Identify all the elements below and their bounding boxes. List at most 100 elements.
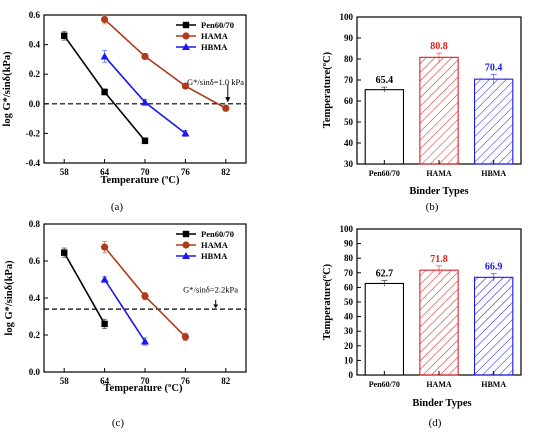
legend-label: HAMA xyxy=(201,240,229,250)
chart-a: -0.4 -0.2 0.0 0.2 0.4 0.6 58 64 70 76 82 Pen60/70HA… xyxy=(2,10,247,213)
data-point xyxy=(141,292,149,300)
y-tick-label: 0.2 xyxy=(29,69,41,79)
x-tick-label: 70 xyxy=(141,167,151,177)
y-tick-label: 100 xyxy=(340,224,354,234)
y-tick-label: 70 xyxy=(344,268,354,278)
bar-pen6070 xyxy=(364,89,405,165)
data-point xyxy=(61,32,68,39)
y-tick-label: 90 xyxy=(344,239,354,249)
x-tick-label: HBMA xyxy=(481,169,506,178)
y-axis-label: log G*/sinδ(kPa) xyxy=(2,51,13,127)
y-tick-label: -0.2 xyxy=(26,128,41,138)
series-line-hama xyxy=(104,18,227,109)
bar-value-label: 66.9 xyxy=(485,262,503,273)
chart-b: 30 40 50 60 70 80 90 100 Pen60/70 65.4 HAMA 80.8 HBM… xyxy=(322,12,522,213)
legend-label: Pen60/70 xyxy=(201,229,234,239)
y-tick-label: 50 xyxy=(344,297,354,307)
chart-d: 0 10 20 30 40 50 60 70 80 90 100 Pen60/70 62.7 HAMA 71… xyxy=(322,224,522,429)
data-point xyxy=(141,52,149,61)
threshold-annotation: G*/sinδ=1.0 kPa xyxy=(187,77,244,87)
bar-hama xyxy=(419,269,459,376)
bar-value-label: 70.4 xyxy=(485,63,503,74)
data-point xyxy=(101,88,108,96)
data-point xyxy=(222,104,230,112)
data-point xyxy=(61,249,68,256)
data-point xyxy=(141,98,149,106)
bar-hama xyxy=(419,56,459,165)
y-axis-label: Temperature(ºC) xyxy=(322,51,333,128)
panel-label: (b) xyxy=(426,201,439,213)
legend-label: HAMA xyxy=(201,31,229,41)
y-tick-label: 20 xyxy=(344,341,354,351)
y-tick-label: 30 xyxy=(344,326,354,336)
panel-label: (a) xyxy=(111,201,124,213)
data-point xyxy=(181,333,189,341)
data-point xyxy=(141,337,149,345)
y-tick-label: 90 xyxy=(344,33,354,43)
x-tick-label: HAMA xyxy=(426,380,452,389)
y-tick-label: 0.6 xyxy=(29,10,41,20)
y-tick-label: 0.0 xyxy=(29,99,41,109)
x-tick-label: 82 xyxy=(221,376,231,386)
data-point xyxy=(101,243,109,251)
x-axis-label: Binder Types xyxy=(412,398,471,409)
data-point xyxy=(141,137,149,144)
x-tick-label: 76 xyxy=(181,167,191,177)
bar-hbma xyxy=(473,276,514,376)
y-axis-label: log G*/sinδ(kPa) xyxy=(4,260,15,336)
legend-marker xyxy=(182,252,190,259)
x-tick-label: Pen60/70 xyxy=(369,380,400,389)
y-tick-label: 40 xyxy=(344,312,354,322)
panel-label: (d) xyxy=(429,417,442,429)
bar-hbma xyxy=(473,78,514,165)
y-tick-label: 0.6 xyxy=(29,256,41,266)
y-tick-label: 40 xyxy=(344,138,354,148)
y-tick-label: 0.4 xyxy=(29,40,41,50)
legend-marker xyxy=(182,32,190,40)
data-point xyxy=(181,82,189,90)
series-line-hbma xyxy=(103,279,146,342)
y-tick-label: 10 xyxy=(344,355,354,365)
y-tick-label: 0.8 xyxy=(29,219,41,229)
y-tick-label: 0.2 xyxy=(29,330,41,340)
data-point xyxy=(101,320,108,328)
x-tick-label: HAMA xyxy=(426,169,452,178)
y-tick-label: 60 xyxy=(344,96,354,106)
y-tick-label: 100 xyxy=(340,12,354,22)
x-tick-label: Pen60/70 xyxy=(369,169,400,178)
y-axis-label: Temperature(ºC) xyxy=(322,263,333,340)
y-tick-label: 70 xyxy=(344,75,354,85)
y-tick-label: 30 xyxy=(344,159,354,169)
data-point xyxy=(100,275,109,283)
bar-pen6070 xyxy=(364,282,405,376)
data-point xyxy=(181,129,190,137)
data-point xyxy=(101,15,109,24)
data-point xyxy=(100,52,109,60)
x-tick-label: 70 xyxy=(141,376,151,386)
legend-marker xyxy=(182,21,190,29)
y-tick-label: -0.4 xyxy=(26,158,41,168)
x-axis-label: Binder Types xyxy=(409,186,468,197)
x-tick-label: 64 xyxy=(100,167,110,177)
chart-c: 0.0 0.2 0.4 0.6 0.8 58 64 70 76 82 Pen60/70HAMAHBM… xyxy=(4,219,247,429)
x-tick-label: 82 xyxy=(221,167,231,177)
legend-label: Pen60/70 xyxy=(201,20,234,30)
bar-value-label: 80.8 xyxy=(430,41,448,52)
legend-label: HBMA xyxy=(201,251,228,261)
y-tick-label: 80 xyxy=(344,253,354,263)
annotation-arrowhead xyxy=(213,304,219,309)
legend-label: HBMA xyxy=(201,42,228,52)
x-axis-label: Temperature (ºC) xyxy=(101,175,180,186)
annotation-arrowhead xyxy=(225,97,231,103)
x-tick-label: 64 xyxy=(100,376,110,386)
y-tick-label: 50 xyxy=(344,117,354,127)
y-tick-label: 0 xyxy=(349,370,354,380)
bar-value-label: 71.8 xyxy=(430,254,448,265)
x-tick-label: 58 xyxy=(60,376,70,386)
legend-marker xyxy=(182,241,190,249)
series-line-pen6070 xyxy=(63,252,106,325)
series-line-hbma xyxy=(103,55,186,135)
x-tick-label: 58 xyxy=(60,167,70,177)
panel-label: (c) xyxy=(112,417,125,429)
